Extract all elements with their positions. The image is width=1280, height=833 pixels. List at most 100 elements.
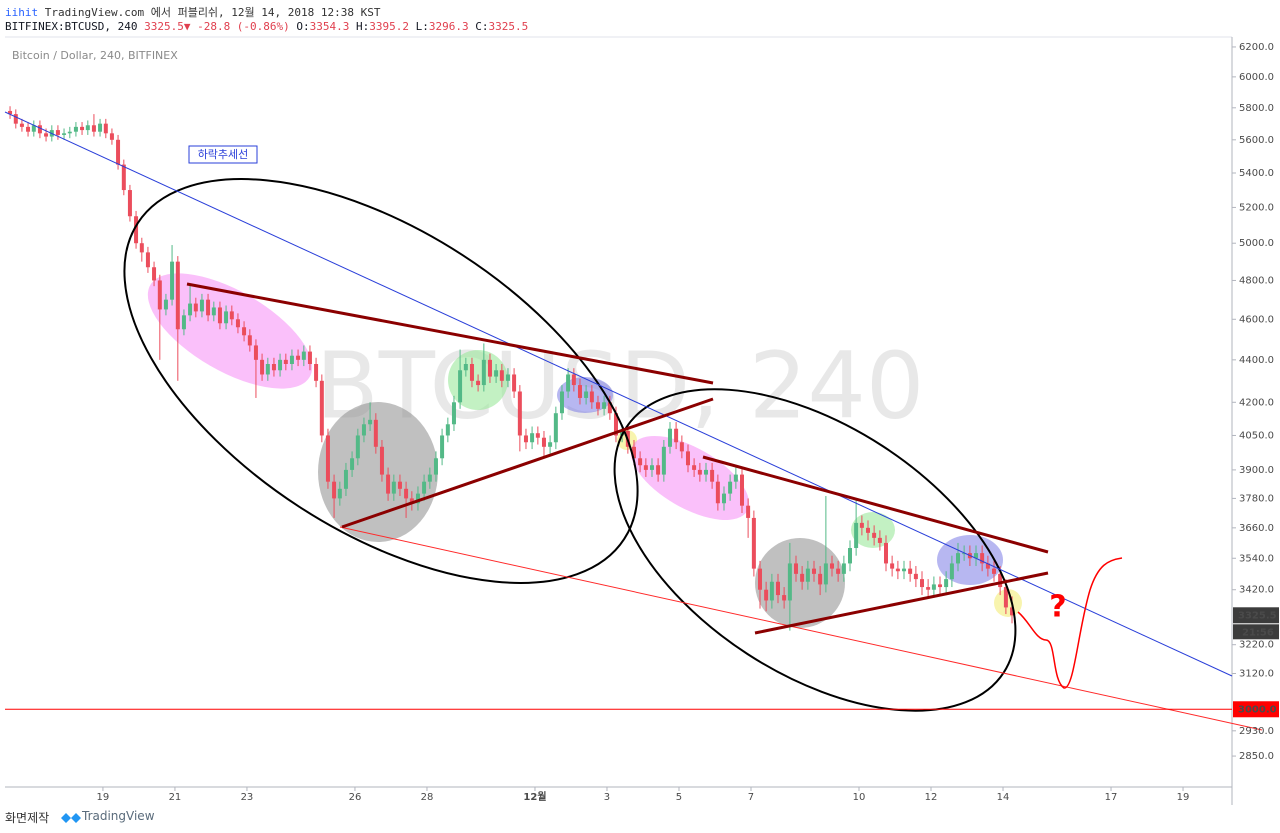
downtrend-line <box>4 111 1233 677</box>
x-tick-label: 14 <box>997 792 1010 803</box>
candle-body <box>866 527 871 533</box>
candle-body <box>823 563 828 585</box>
candle-body <box>494 370 499 377</box>
drawings <box>147 273 1022 628</box>
quote-part: C: <box>468 20 489 33</box>
quote-part: L: <box>409 20 429 33</box>
x-tick-label: 26 <box>349 792 362 803</box>
candle-body <box>566 374 571 392</box>
projection-curve <box>1017 557 1123 689</box>
candle-body <box>499 370 504 381</box>
x-tick-label: 28 <box>421 792 434 803</box>
published: TradingView.com 에서 퍼블리쉬, 12월 14, 2018 12… <box>44 6 381 19</box>
brand-logo <box>61 813 81 823</box>
x-tick-label: 19 <box>97 792 110 803</box>
candle-body <box>787 563 792 601</box>
countdown-label: 21:56 <box>1242 627 1274 638</box>
candle-body <box>913 573 918 580</box>
candle-body <box>949 563 954 580</box>
candle-body <box>199 299 204 312</box>
candle-body <box>188 303 193 316</box>
y-tick-label: 5200.0 <box>1239 202 1274 213</box>
candle-body <box>902 568 907 572</box>
y-tick-label: 3780.0 <box>1239 493 1274 504</box>
candle-body <box>992 568 997 574</box>
candle-body <box>253 345 258 360</box>
candle-body <box>152 267 157 281</box>
candle-body <box>103 123 108 134</box>
candle-body <box>386 474 391 494</box>
y-tick-label: 6000.0 <box>1239 72 1274 83</box>
candle-body <box>37 125 42 134</box>
candle-body <box>404 488 409 499</box>
candle-body <box>818 573 823 585</box>
candle-body <box>145 252 150 268</box>
candle-body <box>391 481 396 494</box>
candle-body <box>55 130 60 135</box>
candle-body <box>217 307 222 324</box>
x-tick-label: 21 <box>169 792 182 803</box>
candle-body <box>667 428 672 447</box>
y-tick-label: 3660.0 <box>1239 523 1274 534</box>
ellipse <box>123 178 639 584</box>
candle-body <box>265 363 270 375</box>
candle-body <box>325 435 330 482</box>
quote-part: H: <box>349 20 370 33</box>
candle-body <box>307 351 312 364</box>
candle-body <box>44 133 49 137</box>
candle-body <box>343 469 348 489</box>
candle-body <box>289 355 294 364</box>
candle-body <box>926 587 931 590</box>
quote-part: 3296.3 <box>428 20 469 33</box>
candle-body <box>451 402 456 425</box>
candle-body <box>211 307 216 316</box>
candle-body <box>757 568 762 590</box>
y-tick-label: 3220.0 <box>1239 640 1274 651</box>
annotation-box <box>188 145 258 164</box>
candle-body <box>854 522 859 549</box>
candle-body <box>548 442 553 447</box>
candle-body <box>553 413 558 443</box>
x-tick-label: 10 <box>853 792 866 803</box>
candle-body <box>26 126 31 132</box>
candle-body <box>679 442 684 452</box>
trend-line <box>702 455 1049 554</box>
price-tag-label: 3000.0 <box>1238 704 1277 715</box>
candle-body <box>739 474 744 506</box>
candle-body <box>595 402 600 409</box>
candle-body <box>895 568 900 572</box>
candle-body <box>170 261 175 300</box>
candle-body <box>974 553 979 559</box>
candle-body <box>769 581 774 601</box>
quote-part: 3354.3 <box>309 20 350 33</box>
x-tick-label: 12월 <box>523 791 546 803</box>
candle-body <box>877 537 882 543</box>
candle-body <box>884 542 889 564</box>
candle-body <box>535 433 540 438</box>
candle-body <box>643 465 648 470</box>
candle-body <box>116 139 121 165</box>
chart-title: Bitcoin / Dollar, 240, BITFINEX <box>12 49 178 62</box>
highlight <box>318 402 438 542</box>
x-tick-label: 17 <box>1105 792 1118 803</box>
y-tick-label: 5800.0 <box>1239 103 1274 114</box>
candle-body <box>656 465 661 475</box>
candle-body <box>301 351 306 360</box>
y-tick-label: 5000.0 <box>1239 238 1274 249</box>
candle-body <box>775 581 780 596</box>
candle-body <box>685 451 690 466</box>
x-tick-label: 5 <box>676 792 682 803</box>
candle-body <box>368 419 373 425</box>
candle-body <box>415 493 420 504</box>
candle-body <box>505 374 510 381</box>
candle-body <box>409 498 414 504</box>
candle-body <box>139 243 144 253</box>
candle-body <box>631 446 636 459</box>
candle-body <box>517 391 522 436</box>
candle-body <box>445 424 450 436</box>
candle-body <box>85 125 90 131</box>
candle-body <box>800 573 805 582</box>
highlight <box>147 273 313 389</box>
quote-part: ▼ <box>183 20 191 33</box>
y-tick-label: 3120.0 <box>1239 668 1274 679</box>
